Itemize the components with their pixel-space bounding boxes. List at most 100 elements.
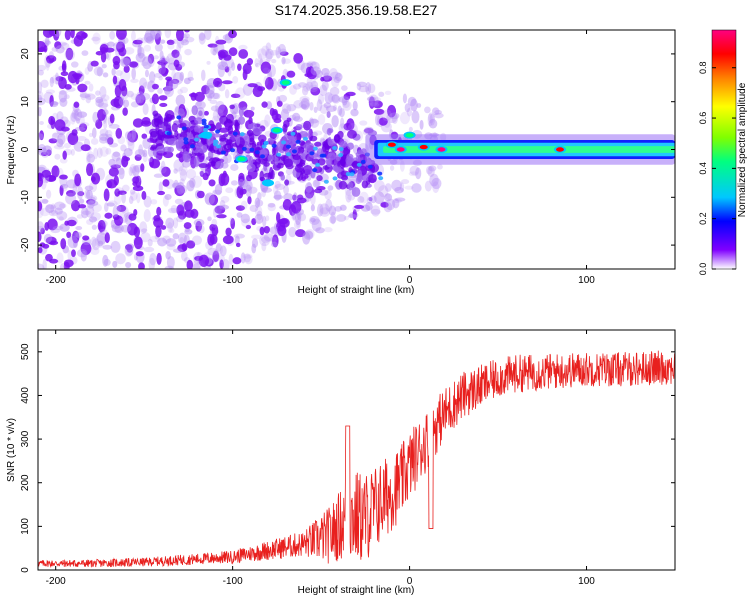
spectrogram-peak: [396, 147, 405, 152]
spectrogram-cell: [75, 117, 81, 124]
spectrogram-cell: [49, 76, 54, 88]
spectrogram-cell: [88, 216, 98, 223]
spectrogram-cell: [53, 144, 65, 150]
spectrogram-cell: [176, 115, 182, 120]
spectrogram-cell: [49, 51, 54, 59]
spectrogram-cell: [132, 185, 144, 192]
spectrogram-cell: [135, 93, 146, 106]
spectrogram-cell: [331, 115, 339, 128]
spectrogram-cell: [85, 189, 93, 200]
spectrogram-cell: [112, 260, 118, 268]
spectrogram-cell: [38, 81, 43, 94]
spectrogram-cell: [384, 90, 392, 96]
spectrogram-cell: [95, 235, 106, 248]
spectrogram-cell: [177, 232, 187, 245]
spectrogram-cell: [342, 100, 352, 111]
spectrogram-cell: [97, 108, 106, 121]
spectrogram-cell: [54, 41, 62, 50]
spectrogram-cell: [57, 133, 66, 145]
spectrogram-cell: [276, 162, 284, 169]
spectrogram-cell: [102, 109, 109, 116]
spectrogram-cell: [192, 235, 203, 246]
spectrogram-cell: [149, 235, 161, 243]
spectrogram-cell: [48, 258, 59, 264]
spectrogram-cell: [215, 122, 222, 131]
spectrogram-cell: [248, 116, 253, 125]
spectrogram-cell: [75, 226, 83, 231]
spectrogram-cell: [260, 61, 272, 74]
spectrogram-cell: [359, 120, 368, 126]
spectrogram-cell: [261, 236, 271, 243]
spectrogram-cell: [99, 133, 109, 141]
spectrogram-cell: [428, 165, 437, 172]
spectrogram-cell: [315, 227, 325, 234]
spectrogram-cell: [404, 185, 414, 190]
spectrogram-cell: [157, 129, 164, 140]
spectrogram-cell: [38, 199, 49, 204]
spectrogram-streak-core: [383, 146, 675, 153]
snr-xtick-label: -200: [46, 576, 66, 587]
spectrogram-cell: [95, 119, 103, 129]
colorbar: 0.0 0.2 0.4 0.6 0.8 Normalized spectral ampl…: [698, 29, 748, 275]
spectrogram-cell: [227, 141, 234, 150]
spectrogram-cell: [259, 226, 265, 236]
spectrogram-cell: [96, 67, 103, 77]
spectrogram-cell: [332, 176, 338, 181]
spectrogram-cell: [212, 250, 220, 263]
spectrogram-cell: [317, 158, 326, 166]
spectrogram-cell: [267, 154, 274, 162]
spectrogram-cell: [95, 96, 104, 104]
spectrogram-cell: [46, 55, 55, 64]
spectrogram-cell: [51, 74, 62, 85]
spectrogram-cell: [118, 167, 125, 180]
spectrogram-cell: [326, 111, 331, 118]
snr-panel: -200 -100 0 100 0 100 200 300 400 500 Height of s…: [6, 329, 676, 596]
spectrogram-cell: [312, 146, 318, 151]
spectrogram-cell: [91, 224, 97, 230]
spectrogram-cell: [271, 143, 277, 148]
spectrogram-cell: [190, 92, 197, 101]
spectrogram-cell: [292, 155, 301, 161]
spectrogram-cell: [60, 183, 69, 189]
spectrogram-cell: [213, 207, 218, 218]
snr-ytick-label: 500: [20, 343, 31, 360]
spectrogram-cell: [147, 80, 156, 93]
spectrogram-cell: [91, 172, 101, 185]
spectrogram-cell: [434, 109, 442, 115]
spectrogram-cell: [301, 99, 310, 111]
spectrogram-cell: [117, 190, 127, 195]
spectrogram-cell: [181, 251, 188, 262]
spectrogram-cell: [138, 144, 144, 156]
spectrogram-cell: [154, 33, 161, 45]
spectrogram-cell: [147, 158, 153, 163]
spectrogram-cell: [263, 76, 269, 86]
spectrogram-cell: [251, 218, 257, 226]
spectrogram-cell: [38, 221, 45, 234]
spectrogram-cell: [220, 172, 230, 186]
spectrogram-cell: [218, 53, 224, 61]
spectrogram-cell: [236, 143, 244, 155]
spectrogram-cell: [313, 106, 318, 113]
spectrogram-cell: [309, 84, 319, 93]
spectrogram-cell: [411, 110, 420, 124]
spectrogram-cell: [271, 147, 276, 156]
spectrogram-cell: [225, 227, 232, 236]
spectrogram-cell: [139, 221, 148, 234]
spectrogram-cell: [69, 112, 76, 125]
spectrogram-cell: [136, 37, 144, 44]
spectrogram-cell: [241, 179, 253, 192]
spectrogram-cell: [177, 89, 183, 95]
spectrogram-cell: [111, 67, 116, 76]
spectrogram-cell: [109, 113, 115, 124]
spectrogram-cell: [120, 217, 128, 223]
spectrogram-cell: [117, 167, 125, 175]
spectrogram-cell: [142, 103, 149, 116]
spectrogram-cell: [125, 261, 132, 268]
spectrogram-cell: [265, 50, 273, 62]
spectrogram-cell: [161, 166, 171, 177]
colorbar-ticks: 0.0 0.2 0.4 0.6 0.8: [698, 61, 736, 275]
spectrogram-cell: [219, 259, 224, 269]
spectrogram-cell: [209, 234, 218, 245]
spectrogram-cell: [193, 137, 199, 142]
spectrogram-cell: [138, 262, 145, 269]
